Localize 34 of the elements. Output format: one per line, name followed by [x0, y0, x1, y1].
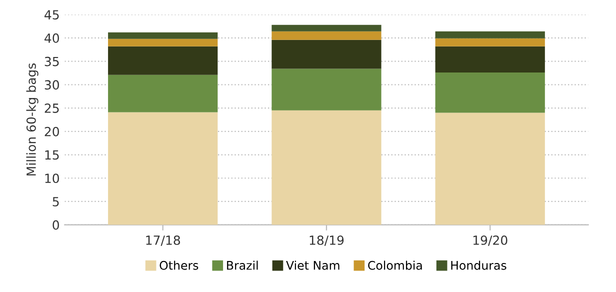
bar: [435, 112, 545, 225]
legend-label: Colombia: [368, 260, 422, 270]
y-tick-label: 20: [44, 126, 59, 136]
y-tick-label: 15: [45, 150, 59, 160]
y-tick-label: 5: [52, 197, 59, 206]
y-tick-label: 10: [45, 174, 59, 184]
bar: [272, 24, 382, 32]
bar: [435, 31, 545, 38]
bar: [108, 112, 218, 225]
bar: [108, 32, 218, 39]
bar: [435, 72, 545, 113]
bar: [272, 31, 382, 40]
x-tick-label: 19/20: [473, 235, 508, 246]
legend-label: Viet Nam: [286, 260, 340, 270]
y-tick-label: 0: [52, 220, 59, 230]
bar: [108, 74, 218, 112]
x-tick-label: 18/19: [310, 235, 344, 246]
bar: [272, 68, 382, 110]
legend-label: Others: [160, 260, 198, 270]
legend-label: Honduras: [451, 260, 506, 270]
bar: [108, 46, 218, 75]
x-tick-label: 17/18: [146, 235, 180, 246]
y-axis-title: Million 60-kg bags: [26, 63, 38, 176]
bar: [272, 110, 382, 225]
bar: [108, 38, 218, 46]
y-tick-label: 30: [44, 80, 59, 90]
y-tick-label: 40: [44, 33, 59, 43]
legend-label: Brazil: [227, 260, 258, 270]
y-tick-label: 25: [44, 104, 59, 113]
y-tick-label: 35: [44, 56, 59, 66]
bar: [272, 40, 382, 69]
bar: [435, 38, 545, 46]
y-tick-label: 45: [44, 10, 59, 20]
bar: [435, 46, 545, 73]
